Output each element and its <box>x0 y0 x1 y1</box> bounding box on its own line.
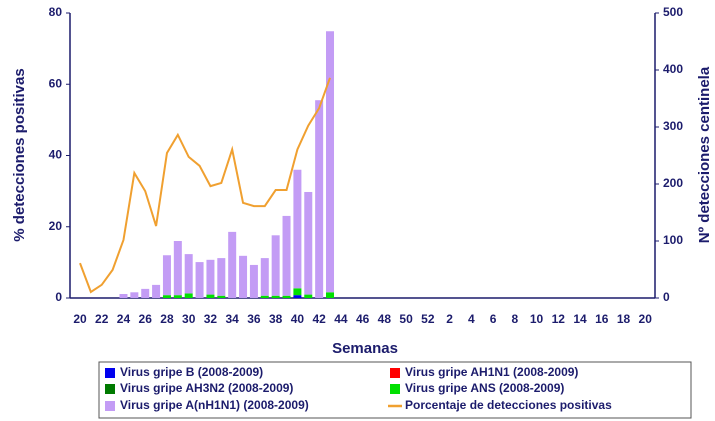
y-axis-title: % detecciones positivas <box>11 68 28 241</box>
legend-label: Virus gripe AH3N2 (2008-2009) <box>120 381 293 395</box>
bar <box>173 295 182 298</box>
bar <box>271 235 280 296</box>
x-tick-label: 20 <box>639 312 653 326</box>
bar <box>293 288 302 296</box>
x-tick-label: 32 <box>204 312 218 326</box>
y2-tick-label: 200 <box>663 176 683 190</box>
bar <box>228 231 237 298</box>
bar <box>260 295 269 298</box>
legend-label: Virus gripe B (2008-2009) <box>120 365 263 379</box>
bar <box>162 255 171 296</box>
x-tick-label: 4 <box>468 312 475 326</box>
x-tick-label: 36 <box>247 312 261 326</box>
x-tick-label: 52 <box>421 312 435 326</box>
x-tick-label: 20 <box>73 312 87 326</box>
y2-tick-label: 100 <box>663 233 683 247</box>
legend-label: Virus gripe A(nH1N1) (2008-2009) <box>120 398 309 412</box>
x-tick-label: 6 <box>490 312 497 326</box>
x-tick-label: 24 <box>117 312 131 326</box>
legend-swatch <box>390 384 400 394</box>
bar <box>260 258 269 296</box>
y-tick-label: 60 <box>49 76 63 90</box>
x-tick-label: 22 <box>95 312 109 326</box>
x-tick-label: 34 <box>226 312 240 326</box>
x-tick-label: 38 <box>269 312 283 326</box>
y-tick-label: 0 <box>55 290 62 304</box>
y2-axis-title: Nº detecciones centinela <box>696 66 713 243</box>
bar <box>173 241 182 296</box>
bar <box>195 262 204 298</box>
x-tick-label: 26 <box>139 312 153 326</box>
y-tick-label: 80 <box>49 5 63 19</box>
legend-label: Virus gripe ANS (2008-2009) <box>405 381 564 395</box>
x-tick-label: 10 <box>530 312 544 326</box>
bar <box>162 295 171 298</box>
bar <box>141 288 150 298</box>
x-tick-label: 8 <box>511 312 518 326</box>
x-tick-label: 46 <box>356 312 370 326</box>
bar <box>152 284 161 298</box>
line <box>79 77 331 294</box>
bar <box>271 295 280 298</box>
x-tick-label: 2 <box>446 312 453 326</box>
x-axis-title: Semanas <box>332 340 398 357</box>
x-tick-label: 16 <box>595 312 609 326</box>
bar <box>326 31 335 293</box>
bar <box>206 259 215 295</box>
legend-swatch <box>105 384 115 394</box>
x-tick-label: 12 <box>552 312 566 326</box>
x-tick-label: 14 <box>573 312 587 326</box>
x-tick-label: 50 <box>399 312 413 326</box>
bar <box>119 294 128 298</box>
bar <box>239 255 248 298</box>
x-tick-label: 44 <box>334 312 348 326</box>
y2-tick-label: 500 <box>663 5 683 19</box>
bar <box>217 258 226 296</box>
bar <box>315 100 324 299</box>
bar <box>217 295 226 298</box>
x-tick-label: 30 <box>182 312 196 326</box>
x-tick-label: 42 <box>312 312 326 326</box>
bar <box>293 169 302 289</box>
bar <box>293 295 302 298</box>
bar <box>326 292 335 298</box>
bar <box>304 294 313 298</box>
bar <box>130 292 139 298</box>
y-tick-label: 40 <box>49 148 63 162</box>
bar <box>304 191 313 295</box>
legend-swatch <box>105 401 115 411</box>
legend-label: Virus gripe AH1N1 (2008-2009) <box>405 365 578 379</box>
bar <box>206 294 215 298</box>
bar <box>282 295 291 298</box>
legend-label: Porcentaje de detecciones positivas <box>405 398 612 412</box>
bar <box>282 215 291 296</box>
bar <box>184 254 193 294</box>
x-tick-label: 18 <box>617 312 631 326</box>
y-tick-label: 20 <box>49 219 63 233</box>
legend-box <box>98 361 692 419</box>
y2-tick-label: 0 <box>663 290 670 304</box>
y2-tick-label: 400 <box>663 62 683 76</box>
y2-tick-label: 300 <box>663 119 683 133</box>
x-tick-label: 40 <box>291 312 305 326</box>
legend-swatch <box>390 368 400 378</box>
bar <box>184 293 193 298</box>
x-tick-label: 28 <box>160 312 174 326</box>
bar <box>249 264 258 298</box>
legend-swatch <box>105 368 115 378</box>
x-tick-label: 48 <box>378 312 392 326</box>
